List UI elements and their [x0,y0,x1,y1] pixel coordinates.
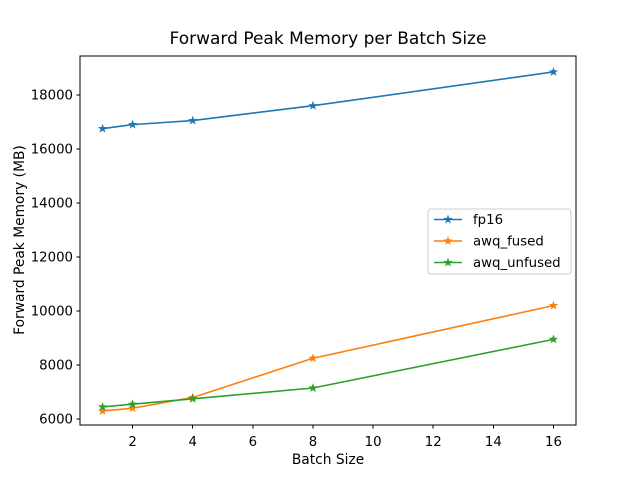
chart-title: Forward Peak Memory per Batch Size [170,29,487,49]
x-tick-label: 8 [309,435,317,450]
y-tick-label: 6000 [39,413,73,428]
x-tick-label: 4 [188,435,196,450]
data-point-marker [548,300,559,310]
legend-marker-icon [443,214,453,224]
legend-label: awq_fused [473,235,544,250]
x-tick-label: 2 [128,435,136,450]
y-tick-label: 12000 [31,251,73,266]
legend-label: fp16 [473,213,503,228]
data-point-marker [308,383,318,392]
x-axis-label: Batch Size [292,452,364,468]
legend-box [427,208,572,275]
y-axis-label: Forward Peak Memory (MB) [12,145,28,335]
legend: fp16 awq_fused awq_unfused [427,208,572,275]
series-line [101,304,555,412]
data-point-marker [188,393,198,403]
data-point-marker [127,403,138,413]
series-line [101,71,555,130]
series-awq_unfused [97,334,559,411]
x-tick-label: 6 [249,435,257,450]
data-point-marker [127,119,138,129]
axes-spines [79,55,577,426]
legend-item-awq_unfused: awq_unfused [434,256,561,271]
x-tick-label: 10 [365,435,382,450]
y-tick-label: 18000 [31,88,73,103]
data-point-marker [97,123,108,133]
legend-item-awq_fused: awq_fused [434,235,544,250]
y-tick-label: 10000 [31,305,73,320]
data-point-marker [97,402,108,411]
data-point-marker [308,100,318,110]
plot-area: 2 4 6 8 10 12 14 16 6000 8000 10000 12000 14000 16000… [31,55,577,450]
series-fp16 [97,67,559,133]
data-point-marker [308,353,318,363]
legend-marker-icon [443,257,453,267]
legend-marker-icon [443,236,453,245]
data-point-marker [548,334,559,344]
data-point-marker [188,115,198,125]
y-tick-label: 14000 [31,197,73,212]
legend-item-fp16: fp16 [434,213,503,228]
series-awq_fused [97,300,559,415]
data-point-marker [548,67,559,76]
x-tick-label: 16 [545,435,562,450]
series-line [101,338,555,408]
data-point-marker [97,406,108,415]
y-tick-label: 8000 [39,359,73,374]
data-point-marker [127,399,138,409]
x-tick-label: 12 [425,435,442,450]
x-tick-label: 14 [485,435,502,450]
y-tick-label: 16000 [31,143,73,158]
legend-label: awq_unfused [473,256,561,271]
